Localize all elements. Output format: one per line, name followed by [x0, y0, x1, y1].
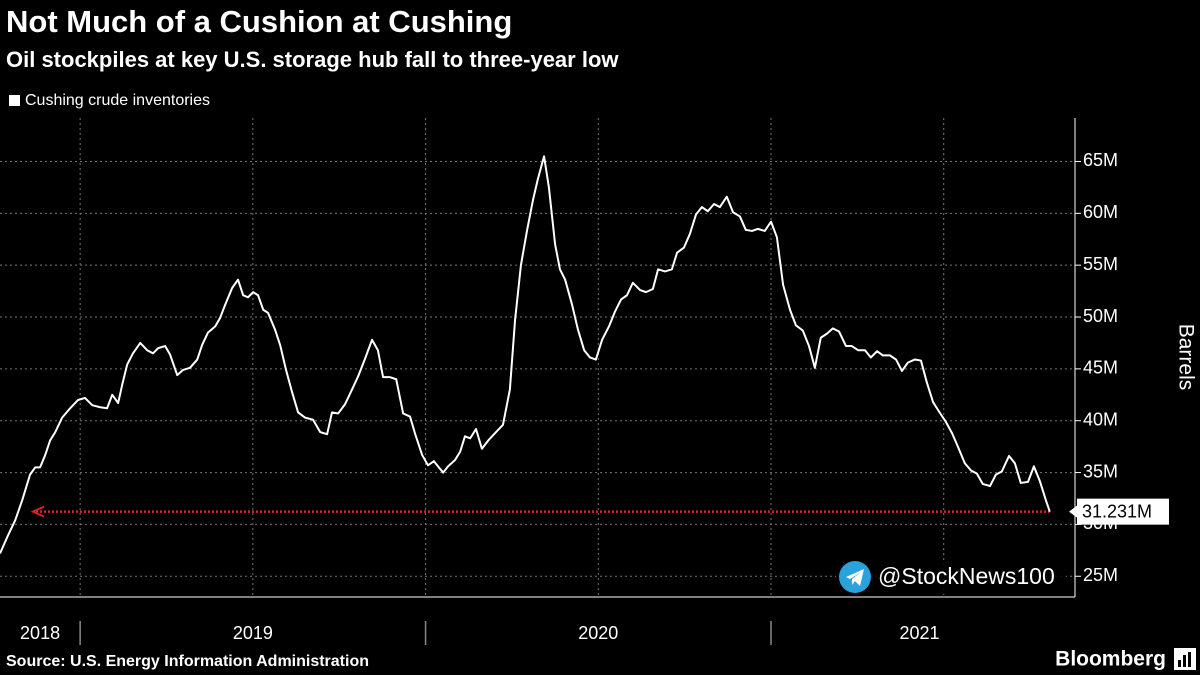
reference-arrow: [30, 505, 45, 518]
x-tick-label: 2019: [233, 623, 273, 643]
y-tick-label: 35M: [1083, 461, 1118, 481]
y-tick-label: 60M: [1083, 202, 1118, 222]
last-value-box: [1077, 498, 1169, 525]
last-value-label: 31.231M: [1082, 501, 1152, 521]
series-line: [0, 155, 1051, 554]
telegram-plane: [846, 569, 864, 586]
y-tick-label: 25M: [1083, 565, 1118, 585]
chart-subtitle: Oil stockpiles at key U.S. storage hub f…: [6, 47, 619, 72]
brand-icon: [1174, 648, 1196, 670]
watermark-bg: [836, 560, 1066, 594]
y-axis-title: Barrels: [1174, 324, 1197, 391]
watermark-text: @StockNews100: [878, 563, 1055, 589]
y-tick-label: 50M: [1083, 306, 1118, 326]
y-tick-label: 40M: [1083, 409, 1118, 429]
x-tick-label: 2020: [578, 623, 618, 643]
watermark: @StockNews100: [836, 560, 1066, 594]
y-tick-label: 45M: [1083, 358, 1118, 378]
legend-swatch: [9, 95, 20, 106]
last-value-pointer: [1069, 505, 1077, 518]
source-note: Source: U.S. Energy Information Administ…: [6, 653, 369, 670]
y-tick-label: 65M: [1083, 150, 1118, 170]
brand: Bloomberg: [1055, 648, 1166, 671]
legend-label: Cushing crude inventories: [25, 92, 210, 109]
x-tick-label: 2018: [20, 623, 60, 643]
x-tick-label: 2021: [900, 623, 940, 643]
chart-title: Not Much of a Cushion at Cushing: [6, 4, 512, 39]
y-tick-label: 55M: [1083, 254, 1118, 274]
